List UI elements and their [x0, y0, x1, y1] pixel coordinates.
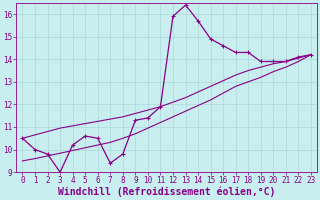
X-axis label: Windchill (Refroidissement éolien,°C): Windchill (Refroidissement éolien,°C): [58, 187, 276, 197]
